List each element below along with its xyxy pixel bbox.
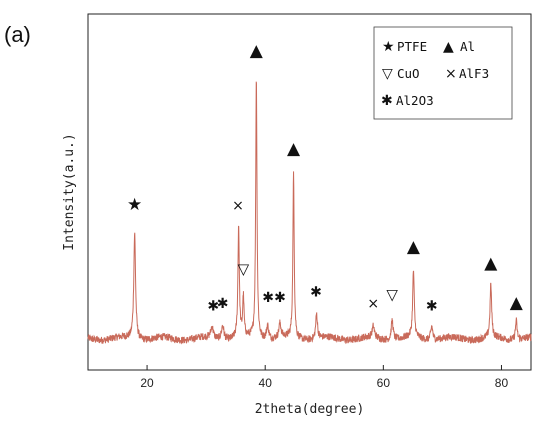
peak-marker-ptfe: ★: [127, 195, 142, 215]
peak-marker-cuo: ▽: [386, 285, 398, 303]
peak-marker-al: ▲: [287, 139, 301, 159]
peak-marker-alf3: ×: [232, 198, 244, 214]
legend-label-al2o3: Al2O3: [396, 93, 434, 108]
peak-marker-al: ▲: [250, 41, 264, 61]
peak-marker-al2o3: ✱: [426, 299, 438, 315]
legend-symbol-al2o3: ✱: [381, 93, 393, 109]
legend-label-ptfe: PTFE: [397, 39, 427, 54]
peak-marker-al2o3: ✱: [262, 290, 274, 306]
x-tick-label: 40: [259, 376, 273, 390]
peak-marker-al2o3: ✱: [274, 290, 286, 306]
x-tick-label: 60: [377, 376, 391, 390]
x-axis-title: 2theta(degree): [255, 402, 365, 417]
peak-marker-al: ▲: [484, 254, 498, 274]
xrd-pattern-line: [87, 81, 532, 345]
peak-marker-al2o3: ✱: [217, 296, 229, 312]
legend-box: [373, 26, 513, 120]
x-tick-label: 20: [140, 376, 154, 390]
peak-marker-alf3: ×: [367, 296, 379, 312]
legend-label-alf3: AlF3: [459, 66, 489, 81]
panel-label: (a): [4, 22, 31, 47]
legend-symbol-ptfe: ★: [382, 39, 395, 55]
y-axis-title: Intensity(a.u.): [62, 133, 77, 250]
peak-marker-al: ▲: [510, 293, 524, 313]
legend-symbol-cuo: ▽: [382, 66, 393, 82]
peak-marker-al2o3: ✱: [310, 285, 322, 301]
legend-label-cuo: CuO: [397, 66, 420, 81]
peak-marker-al: ▲: [407, 237, 421, 257]
legend: ★ PTFE ▲ Al ▽ CuO × AlF3 ✱ Al2O3: [373, 26, 513, 120]
legend-label-al: Al: [460, 39, 475, 54]
x-tick-label: 80: [495, 376, 509, 390]
peak-marker-cuo: ▽: [238, 260, 250, 278]
peak-marker-al2o3: ✱: [207, 299, 219, 315]
legend-symbol-alf3: ×: [445, 66, 457, 82]
legend-symbol-al: ▲: [443, 39, 454, 55]
x-axis-ticks: 20 40 60 80: [140, 365, 508, 390]
phase-annotations: ★▲▲▲▲▲××▽▽✱✱ ✱ ✱ ✱✱: [127, 41, 524, 315]
